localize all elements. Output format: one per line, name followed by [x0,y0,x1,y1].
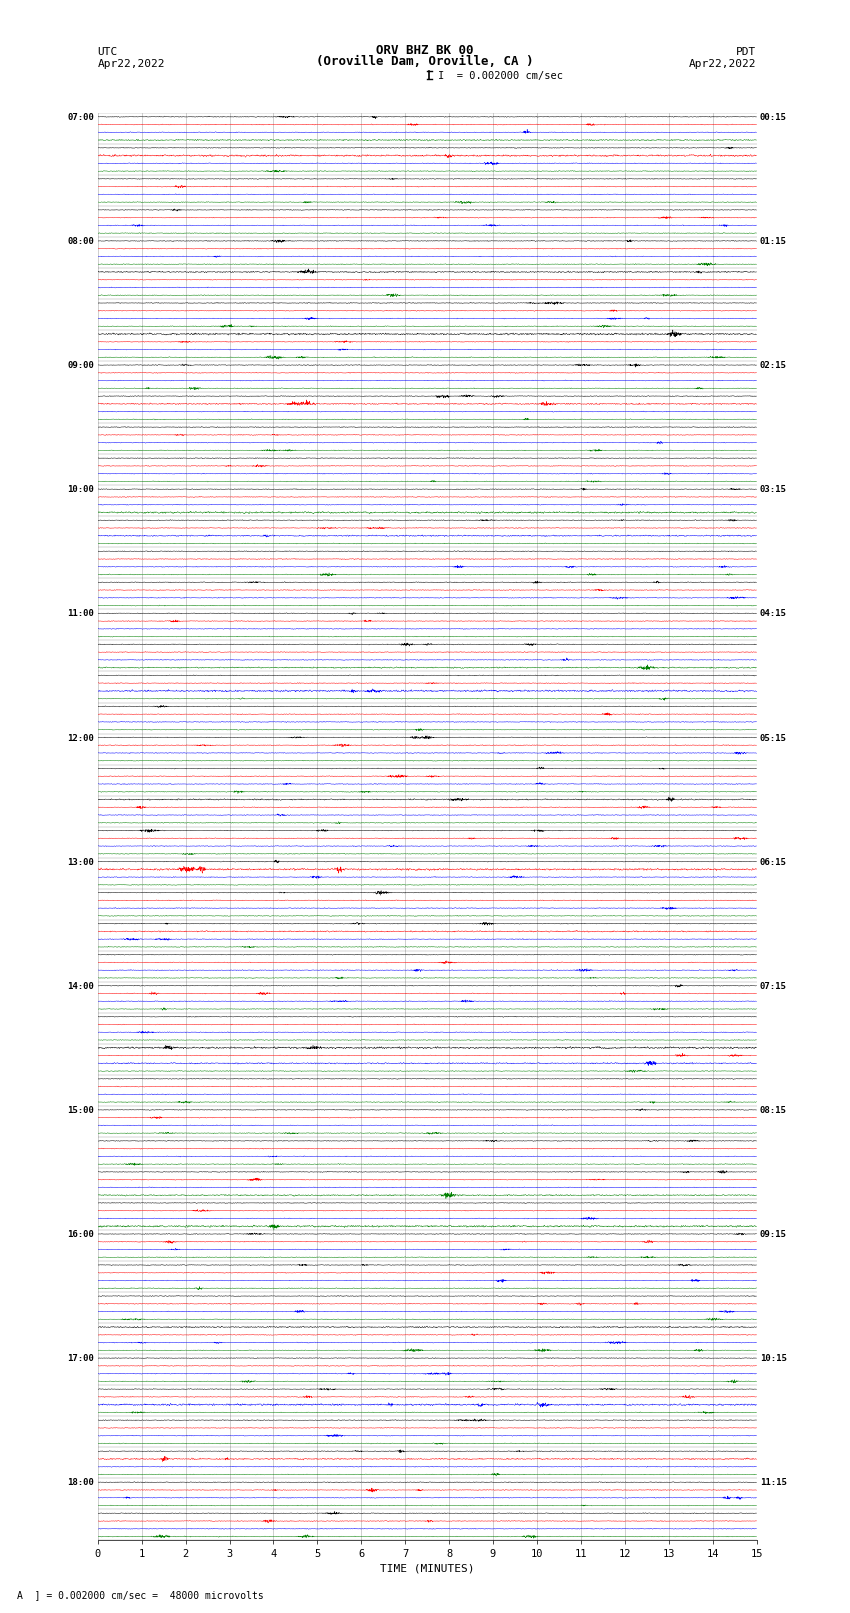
Text: 15:00: 15:00 [68,1107,94,1115]
Text: 14:00: 14:00 [68,982,94,990]
Text: 12:00: 12:00 [68,734,94,742]
Text: A  ] = 0.002000 cm/sec =  48000 microvolts: A ] = 0.002000 cm/sec = 48000 microvolts [17,1590,264,1600]
Text: 00:15: 00:15 [760,113,786,123]
Text: 11:15: 11:15 [760,1479,786,1487]
Text: Apr22,2022: Apr22,2022 [689,60,756,69]
Text: Apr22,2022: Apr22,2022 [98,60,165,69]
Text: (Oroville Dam, Oroville, CA ): (Oroville Dam, Oroville, CA ) [316,55,534,68]
Text: 16:00: 16:00 [68,1231,94,1239]
Text: 11:00: 11:00 [68,610,94,618]
Text: 08:00: 08:00 [68,237,94,247]
Text: 09:15: 09:15 [760,1231,786,1239]
Text: 09:00: 09:00 [68,361,94,369]
Text: 08:15: 08:15 [760,1107,786,1115]
Text: 02:15: 02:15 [760,361,786,369]
Text: 01:15: 01:15 [760,237,786,247]
Text: ORV BHZ BK 00: ORV BHZ BK 00 [377,44,473,58]
X-axis label: TIME (MINUTES): TIME (MINUTES) [380,1563,474,1574]
Text: 07:15: 07:15 [760,982,786,990]
Text: 03:15: 03:15 [760,486,786,494]
Text: 07:00: 07:00 [68,113,94,123]
Text: 17:00: 17:00 [68,1355,94,1363]
Text: 10:15: 10:15 [760,1355,786,1363]
Text: I  = 0.002000 cm/sec: I = 0.002000 cm/sec [438,71,563,81]
Text: 04:15: 04:15 [760,610,786,618]
Text: 18:00: 18:00 [68,1479,94,1487]
Text: 10:00: 10:00 [68,486,94,494]
Text: 06:15: 06:15 [760,858,786,866]
Text: 13:00: 13:00 [68,858,94,866]
Text: UTC: UTC [98,47,118,58]
Text: 05:15: 05:15 [760,734,786,742]
Text: PDT: PDT [736,47,756,58]
